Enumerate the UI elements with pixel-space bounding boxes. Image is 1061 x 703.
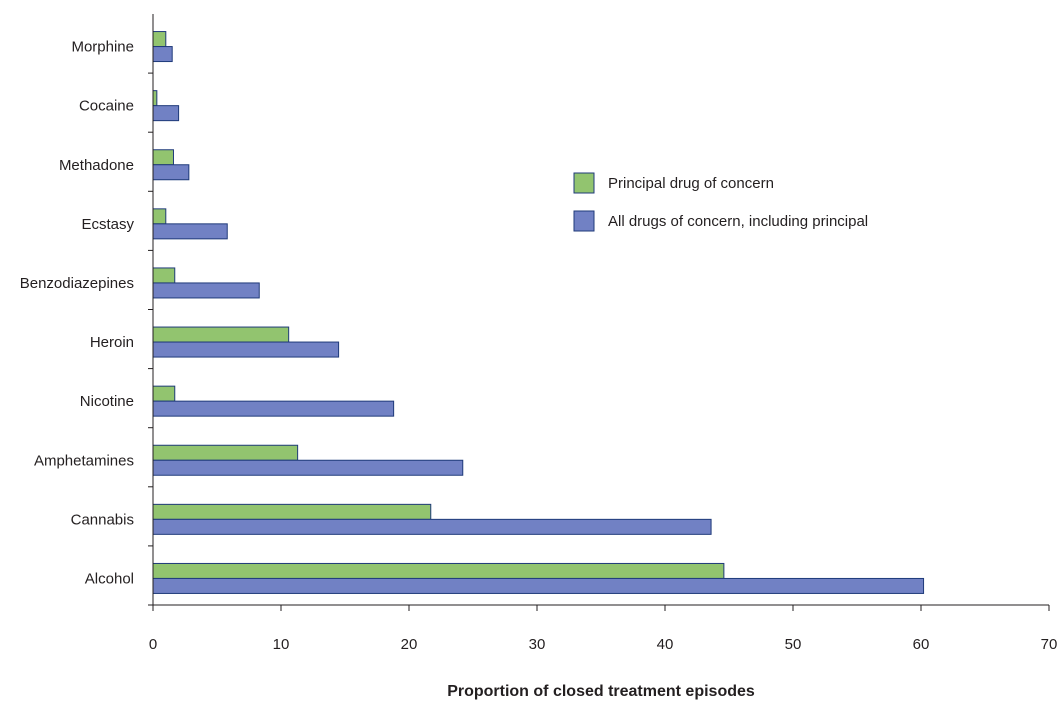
bar-amphetamines-principal — [152, 444, 299, 461]
legend-swatch — [573, 210, 595, 232]
legend-label: Principal drug of concern — [608, 175, 774, 192]
bar-nicotine-principal — [152, 385, 176, 402]
x-tick-label: 0 — [149, 636, 157, 653]
category-label: Amphetamines — [34, 452, 134, 469]
x-tick-label: 60 — [913, 636, 930, 653]
bar-heroin-principal — [152, 326, 290, 343]
category-label: Methadone — [59, 157, 134, 174]
bar-methadone-principal — [152, 149, 174, 166]
y-ticks-group: Morphine Cocaine Methadone Ecstasy Benzodiaz… — [20, 39, 153, 606]
bar-methadone-all — [152, 164, 190, 181]
bar-cannabis-all — [152, 518, 712, 535]
legend: Principal drug of concern All drugs of co… — [573, 172, 868, 232]
bar-cocaine-principal — [152, 90, 158, 107]
legend-label: All drugs of concern, including principa… — [608, 213, 868, 230]
bar-heroin-all — [152, 341, 340, 358]
bar-morphine-all — [152, 46, 173, 63]
bar-benzodiazepines-all — [152, 282, 260, 299]
bar-nicotine-all — [152, 400, 395, 417]
x-ticks-group: 0 10 20 30 40 50 60 70 — [149, 605, 1058, 653]
bar-ecstasy-all — [152, 223, 228, 240]
category-label: Ecstasy — [81, 216, 134, 233]
x-tick-label: 10 — [273, 636, 290, 653]
x-tick-label: 20 — [401, 636, 418, 653]
x-tick-label: 40 — [657, 636, 674, 653]
bar-benzodiazepines-principal — [152, 267, 176, 284]
category-label: Nicotine — [80, 393, 134, 410]
bar-morphine-principal — [152, 31, 167, 48]
category-label: Benzodiazepines — [20, 275, 134, 292]
bar-cocaine-all — [152, 105, 180, 122]
category-label: Heroin — [90, 334, 134, 351]
bar-amphetamines-all — [152, 459, 464, 476]
legend-swatch — [573, 172, 595, 194]
bar-alcohol-principal — [152, 562, 725, 579]
bars-group — [152, 31, 925, 594]
category-label: Cannabis — [71, 511, 134, 528]
x-tick-label: 70 — [1041, 636, 1058, 653]
category-label: Cocaine — [79, 98, 134, 115]
bar-alcohol-all — [152, 577, 925, 594]
category-label: Alcohol — [85, 570, 134, 587]
category-label: Morphine — [71, 39, 134, 56]
x-tick-label: 50 — [785, 636, 802, 653]
x-axis-title: Proportion of closed treatment episodes — [447, 683, 755, 700]
x-tick-label: 30 — [529, 636, 546, 653]
bar-ecstasy-principal — [152, 208, 167, 225]
bar-cannabis-principal — [152, 503, 432, 520]
